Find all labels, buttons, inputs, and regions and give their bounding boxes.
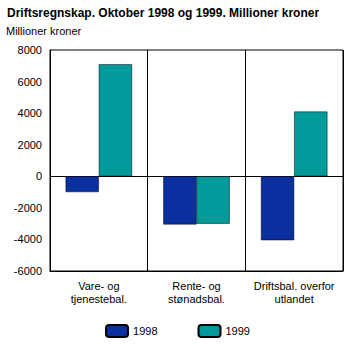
svg-text:4000: 4000 [18,107,42,119]
svg-text:1999: 1999 [226,325,250,337]
svg-text:2000: 2000 [18,139,42,151]
svg-text:-4000: -4000 [14,233,42,245]
svg-text:-2000: -2000 [14,202,42,214]
svg-text:6000: 6000 [18,76,42,88]
svg-text:Vare- og: Vare- og [78,280,119,292]
svg-text:Rente- og: Rente- og [172,280,220,292]
svg-text:Driftsregnskap. Oktober 1998 o: Driftsregnskap. Oktober 1998 og 1999. Mi… [7,6,319,20]
svg-text:0: 0 [36,170,42,182]
svg-text:utlandet: utlandet [275,293,314,305]
svg-text:tjenestebal.: tjenestebal. [71,293,127,305]
svg-text:stønadsbal.: stønadsbal. [168,293,225,305]
svg-text:Millioner kroner: Millioner kroner [6,25,82,37]
svg-text:1998: 1998 [133,325,157,337]
svg-text:-6000: -6000 [14,265,42,277]
svg-text:Driftsbal. overfor: Driftsbal. overfor [254,280,335,292]
svg-text:8000: 8000 [18,44,42,56]
